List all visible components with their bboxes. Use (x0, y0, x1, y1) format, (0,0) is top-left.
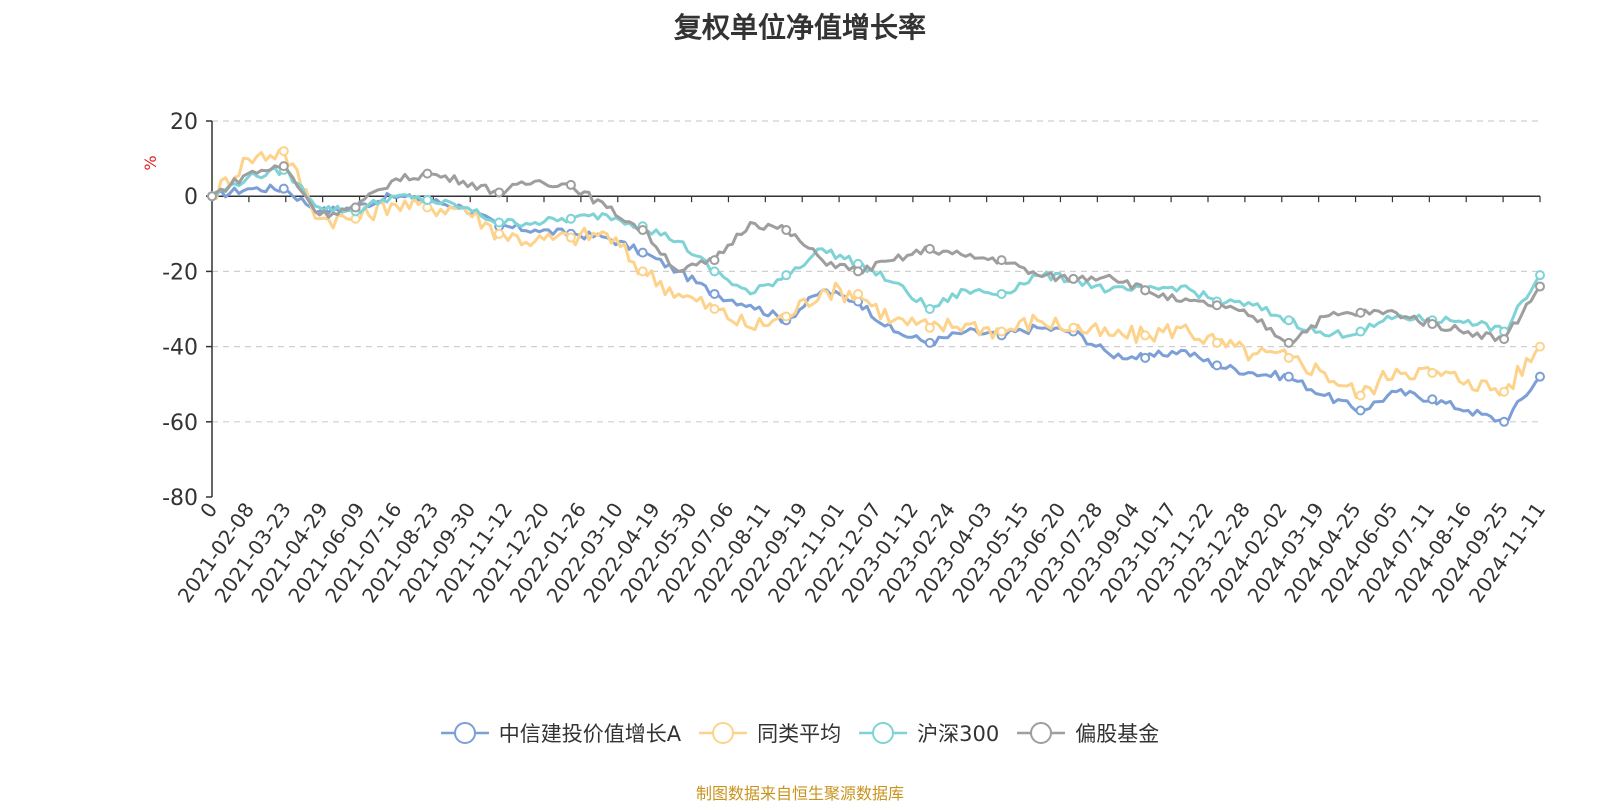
grid-lines (212, 120, 1540, 423)
series-point (1535, 371, 1545, 382)
legend-swatch-icon (1017, 722, 1066, 744)
series-line-2 (211, 166, 1542, 339)
series-point (494, 228, 505, 239)
series-point (565, 213, 576, 224)
series-point (1535, 281, 1545, 292)
series-point (1211, 360, 1222, 371)
series-point (924, 337, 935, 348)
series-point (924, 243, 935, 254)
x-tick-label: 0 (195, 498, 222, 522)
series-point (1283, 352, 1294, 363)
series-point (709, 255, 720, 266)
series-point (853, 266, 864, 277)
series-point (637, 266, 648, 277)
series-point (1427, 394, 1438, 405)
series-point (637, 247, 648, 258)
source-note: 制图数据来自恒生聚源数据库 (695, 784, 904, 803)
series-point (1211, 337, 1222, 348)
series-point (1355, 307, 1366, 318)
series-point (278, 183, 289, 194)
series-point (1427, 367, 1438, 378)
series-point (207, 191, 217, 202)
series-point (1535, 270, 1545, 281)
y-tick-label: 20 (170, 110, 198, 135)
series-line-1 (211, 148, 1542, 400)
legend-label: 同类平均 (757, 722, 842, 746)
legend-item[interactable]: 同类平均 (699, 718, 841, 748)
series-point (1355, 405, 1366, 416)
series-point (924, 304, 935, 314)
series-point (1499, 416, 1510, 427)
chart-title: 复权单位净值增长率 (673, 11, 926, 44)
series-point (709, 288, 720, 299)
series-point (1499, 386, 1510, 397)
legend-swatch-icon (699, 722, 748, 744)
y-tick-label: 0 (184, 185, 198, 210)
series-point (781, 225, 792, 236)
series-point (1140, 330, 1151, 341)
legend-swatch-icon (859, 722, 908, 744)
series-point (1283, 337, 1294, 348)
series-point (1535, 341, 1545, 352)
tick-labels: 200-20-40-60-80%02021-02-082021-03-23202… (141, 110, 1550, 607)
series-point (422, 194, 433, 205)
series-point (1068, 273, 1079, 284)
series-point (1140, 352, 1151, 363)
y-tick-label: -80 (162, 486, 198, 511)
series-point (422, 168, 433, 179)
series-point (278, 146, 289, 157)
series-point (1283, 315, 1294, 326)
legend-label: 中信建投价值增长A (498, 722, 682, 746)
legend-label: 偏股基金 (1075, 722, 1160, 746)
series-point (350, 202, 361, 213)
series-point (709, 304, 720, 314)
series-point (1068, 322, 1079, 333)
series-point (1140, 285, 1151, 296)
series-point (924, 322, 935, 333)
series-point (637, 225, 648, 236)
series-point (1283, 371, 1294, 382)
series-point (853, 288, 864, 299)
series-point (996, 288, 1007, 299)
series-point (709, 266, 720, 277)
series-point (565, 179, 576, 190)
legend-item[interactable]: 偏股基金 (1017, 718, 1159, 748)
legend-item[interactable]: 沪深300 (859, 718, 999, 748)
legend-swatch-icon (440, 722, 489, 744)
series-point (494, 217, 505, 228)
legend: 中信建投价值增长A 同类平均 沪深300 偏股基金 (0, 718, 1600, 748)
series-point (565, 232, 576, 243)
series-point (1499, 334, 1510, 345)
y-tick-label: -20 (162, 260, 198, 285)
series-point (1427, 319, 1438, 330)
series-point (1211, 300, 1222, 311)
series-point (781, 311, 792, 322)
series-point (996, 326, 1007, 337)
series-point (278, 161, 289, 172)
axes (206, 120, 1541, 498)
y-axis-label: % (141, 155, 160, 170)
series-point (494, 187, 505, 198)
series-lines (207, 146, 1545, 427)
series-point (781, 270, 792, 281)
series-point (1355, 390, 1366, 401)
legend-label: 沪深300 (917, 722, 1000, 746)
series-line-3 (211, 164, 1542, 345)
series-point (996, 255, 1007, 266)
series-point (1355, 326, 1366, 337)
line-chart: 200-20-40-60-80%02021-02-082021-03-23202… (141, 110, 1550, 607)
y-tick-label: -40 (162, 336, 198, 361)
y-tick-label: -60 (162, 411, 198, 436)
legend-item[interactable]: 中信建投价值增长A (440, 718, 682, 748)
